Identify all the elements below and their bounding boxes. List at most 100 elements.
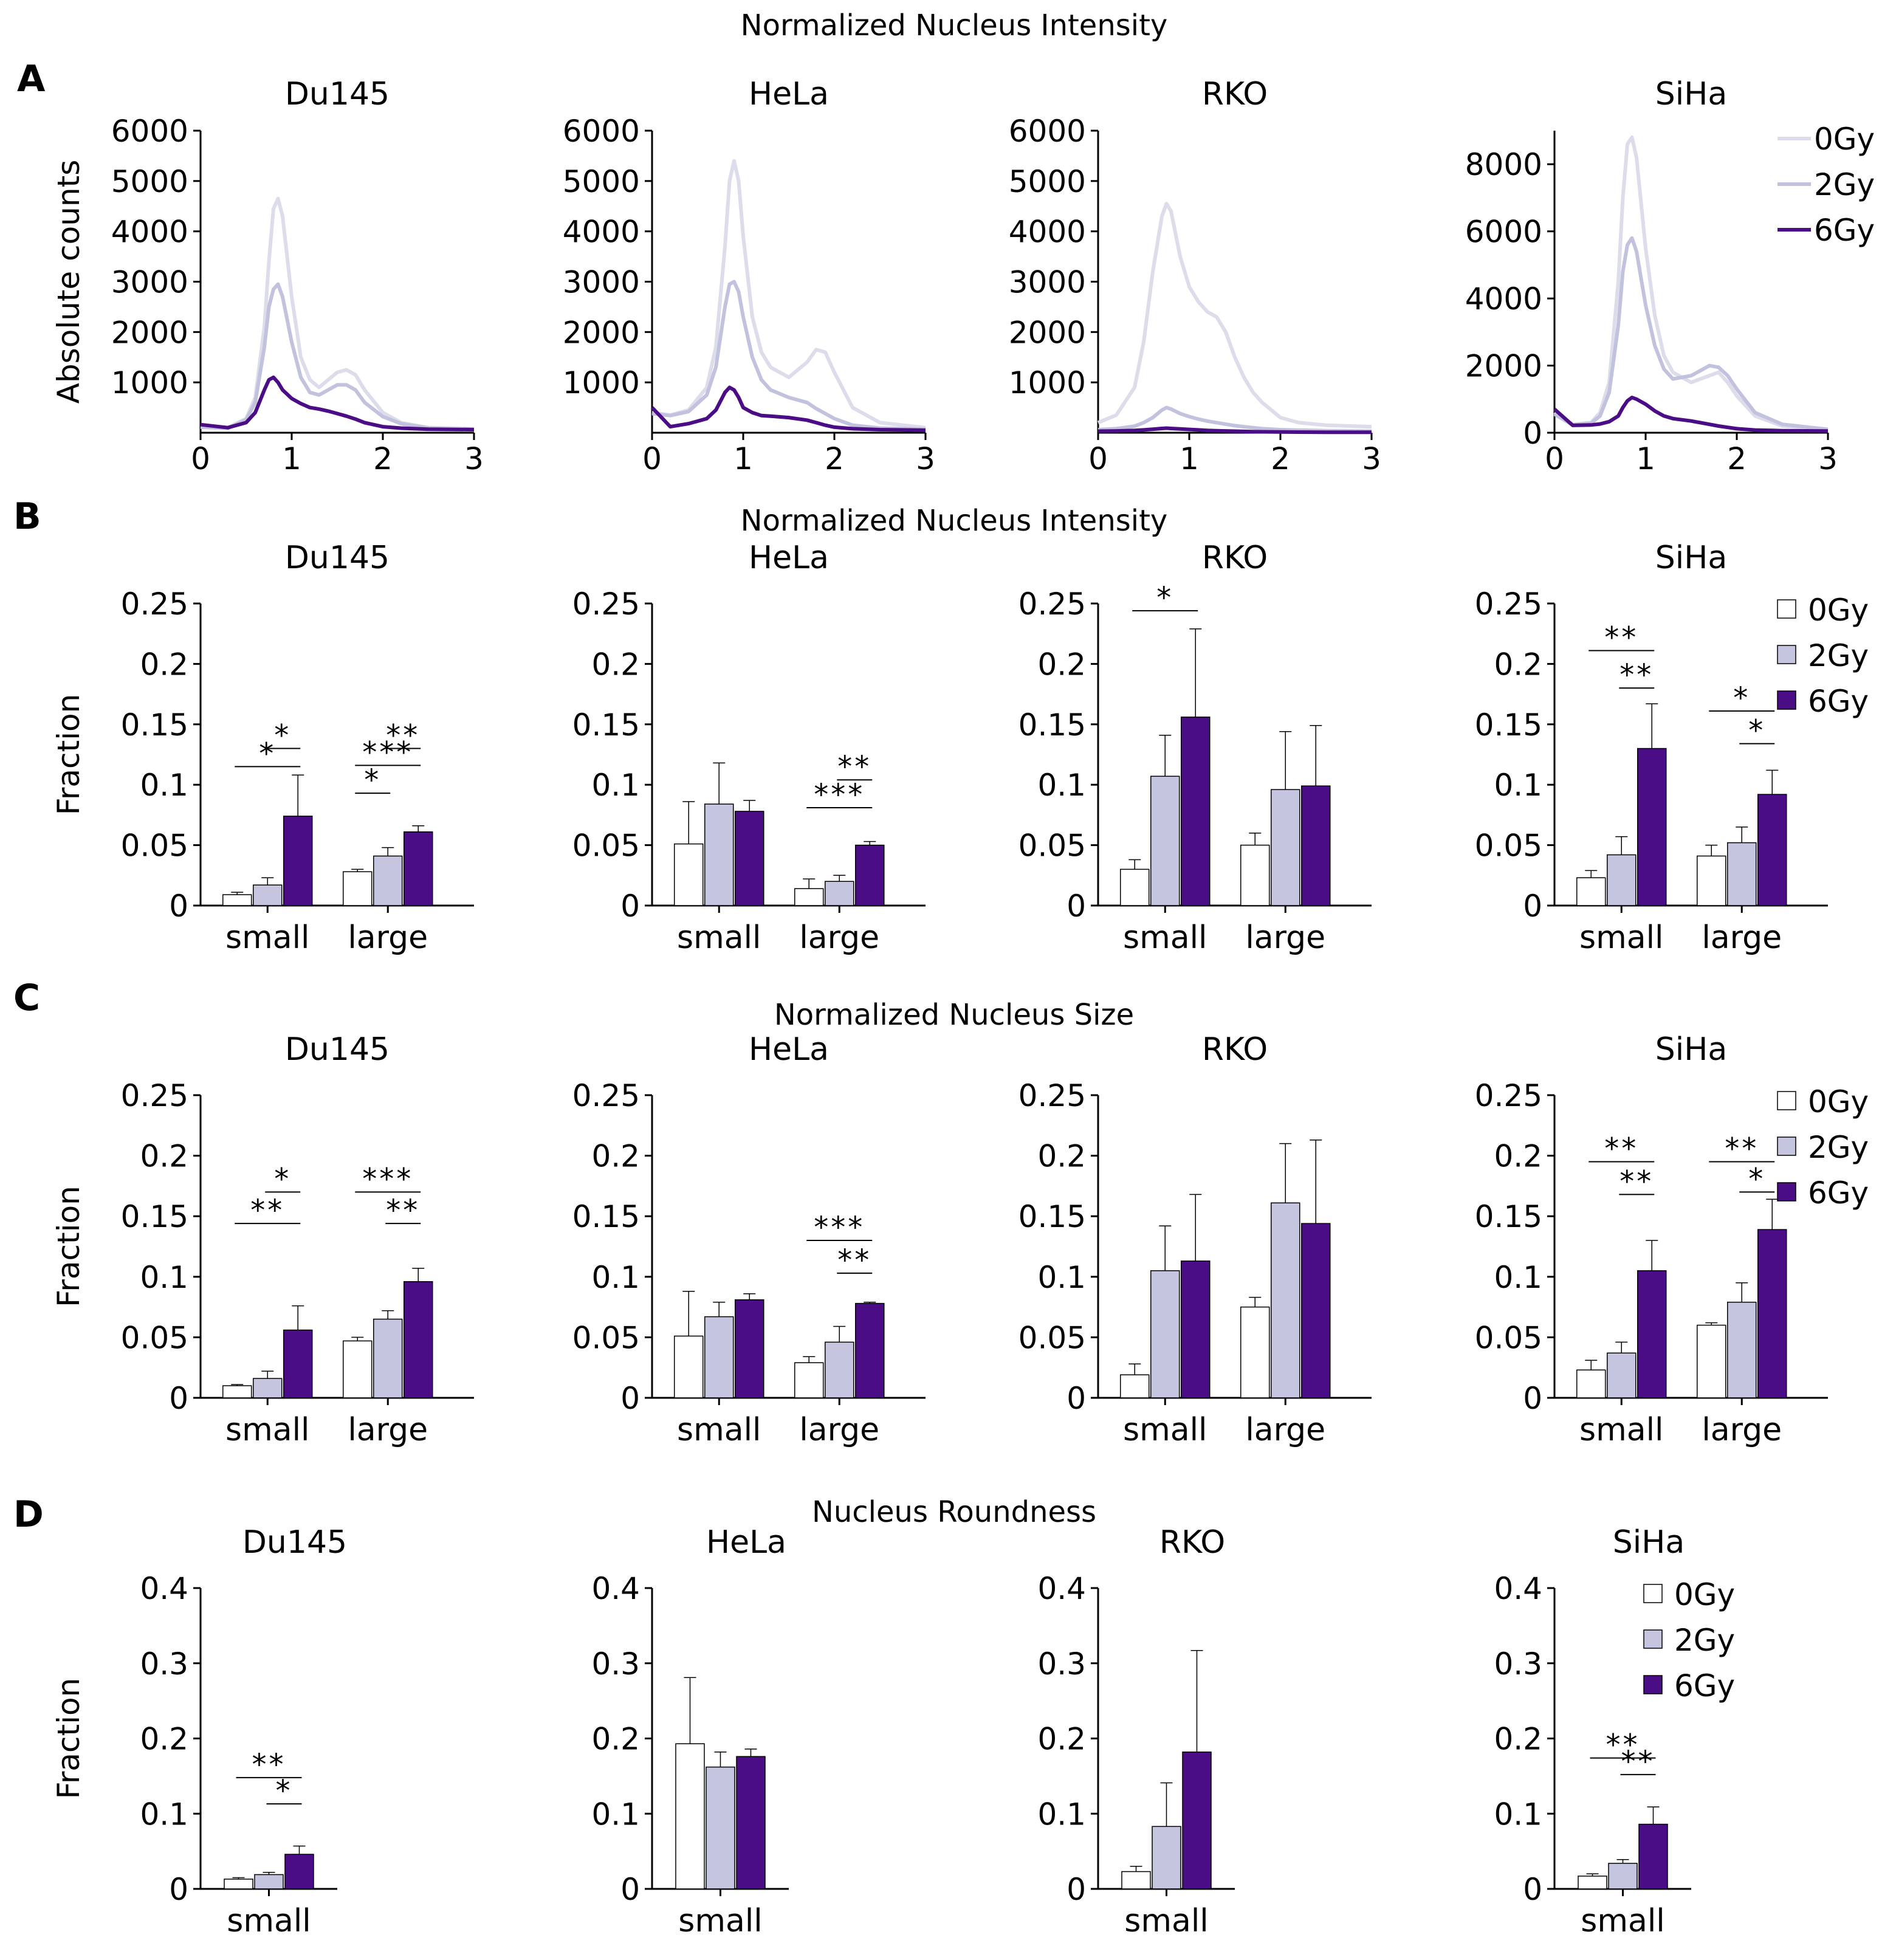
panel-c-siha-ytick-label: 0 [1523, 1381, 1542, 1416]
panel-c-rko-ytick-label: 0.15 [1018, 1199, 1086, 1234]
panel-a-rko-ytick-label: 5000 [1009, 164, 1086, 199]
legend-swatch-6gy [1643, 1675, 1663, 1694]
legend-label-6gy: 6Gy [1808, 1175, 1869, 1211]
panel-c-hela-sig-label: *** [814, 1211, 865, 1245]
panel-a-hela-plot: HeLa 1000 2000 3000 4000 5000 6000 0 1 2 3 [563, 76, 935, 476]
panel-d-siha-ytick-label: 0.4 [1494, 1571, 1542, 1606]
panel-c-du145-bar-small-6gy [283, 1329, 313, 1398]
legend-label-6gy: 6Gy [1674, 1668, 1735, 1704]
panel-c-hela-ytick-label: 0.15 [572, 1199, 640, 1234]
panel-b-rko-bar-small-0gy [1120, 868, 1150, 906]
panel-a-rko-series-0gy [1097, 202, 1372, 429]
panel-b-hela-bar-large-6gy [855, 844, 885, 906]
panel-b-du145-ytick-label: 0 [169, 889, 188, 924]
panel-c-rko-title: RKO [1202, 1031, 1268, 1068]
panel-d-hela-bar-small-6gy [736, 1756, 766, 1890]
panel-b-rko-xtick-label-small: small [1123, 920, 1207, 956]
panel-b-du145-title: Du145 [285, 540, 390, 576]
panel-d-siha-ytick-label: 0.1 [1494, 1797, 1542, 1832]
panel-b-du145-bar-large-2gy [373, 855, 403, 906]
panel-c-rko-bar-small-2gy [1150, 1270, 1180, 1398]
panel-c-du145-plot: Du145 0 0.05 0.1 0.15 0.2 0.25 Fraction small lar… [51, 1031, 474, 1448]
legend-label-2gy: 2Gy [1808, 1130, 1869, 1165]
panel-a-hela-ytick-label: 3000 [563, 265, 640, 300]
panel-a-hela-xtick-label: 1 [733, 441, 753, 476]
panel-c-siha-ytick-label: 0.05 [1475, 1320, 1542, 1355]
legend-panel-d: 0Gy 2Gy 6Gy [1643, 1577, 1735, 1704]
panel-c-rko-bar-large-0gy [1240, 1306, 1270, 1398]
panel-b-rko-bar-large-6gy [1301, 785, 1331, 906]
panel-c-du145-bar-small-0gy [222, 1385, 252, 1398]
panel-a-du145-series-6gy [200, 375, 475, 432]
panel-c-du145-ytick-label: 0.25 [121, 1078, 188, 1113]
panel-a-rko-xtick-label: 0 [1088, 441, 1108, 476]
legend-swatch-0gy [1643, 1584, 1663, 1603]
panel-c-hela-ytick-label: 0.25 [572, 1078, 640, 1113]
legend-swatch-6gy [1777, 1182, 1796, 1202]
legend-swatch-2gy [1777, 1136, 1796, 1156]
panel-a-du145-xtick-label: 2 [373, 441, 393, 476]
panel-d-du145-ylabel: Fraction [51, 1678, 86, 1800]
panel-c-du145-xtick-label-small: small [225, 1412, 310, 1448]
panel-b-rko-bar-small-6gy [1181, 717, 1211, 906]
panel-a-siha-xtick-label: 3 [1818, 441, 1838, 476]
panel-b-du145-ytick-label: 0.15 [121, 707, 188, 743]
panel-a-du145-xtick-label: 3 [464, 441, 484, 476]
panel-b-hela-ytick-label: 0 [620, 889, 640, 924]
panel-d-rko-ytick-label: 0.1 [1037, 1797, 1086, 1832]
panel-c-rko-plot: RKO 0 0.05 0.1 0.15 0.2 0.25 small large [1018, 1031, 1372, 1448]
panel-a-hela-ytick-label: 2000 [563, 315, 640, 350]
panel-d-hela-bar-small-2gy [706, 1766, 735, 1890]
panel-a-du145-ytick-label: 2000 [111, 315, 188, 350]
legend-label-2gy: 2Gy [1814, 167, 1875, 202]
panel-a-rko-ytick-label: 3000 [1009, 265, 1086, 300]
panel-a-du145-xtick-label: 0 [191, 441, 210, 476]
panel-c-siha-bar-small-0gy [1576, 1369, 1606, 1398]
panel-a-siha-series-2gy [1553, 236, 1829, 432]
panel-c-hela-sig-label: ** [837, 1243, 871, 1277]
panel-c-siha-sig-label: ** [1725, 1132, 1759, 1166]
panel-b-rko-ytick-label: 0.1 [1037, 768, 1086, 803]
panel-c-hela-bar-small-6gy [735, 1299, 764, 1398]
panel-b-rko-ytick-label: 0.25 [1018, 586, 1086, 622]
panel-d-du145-plot: Du145 0 0.1 0.2 0.3 0.4 Fraction small *** [51, 1524, 347, 1939]
panel-letter-d: D [13, 1493, 44, 1536]
legend-panel-b: 0Gy 2Gy 6Gy [1777, 593, 1869, 719]
panel-c-siha-ytick-label: 0.15 [1475, 1199, 1542, 1234]
panel-c-siha-ytick-label: 0.25 [1475, 1078, 1542, 1113]
panel-b-du145-bar-large-0gy [343, 871, 373, 906]
panel-d-rko-ytick-label: 0.2 [1037, 1722, 1086, 1757]
panel-a-du145-ytick-label: 6000 [111, 114, 188, 149]
panel-d-rko-ytick-label: 0 [1066, 1872, 1086, 1907]
panel-c-du145-xtick-label-large: large [348, 1412, 428, 1448]
panel-d-rko-bar-small-0gy [1121, 1871, 1151, 1890]
panel-d-rko-bar-small-2gy [1152, 1826, 1181, 1890]
panel-d-siha-bar-small-2gy [1608, 1863, 1638, 1890]
panel-b-rko-title: RKO [1202, 540, 1268, 576]
panel-a-siha-ytick-label: 2000 [1465, 349, 1542, 384]
panel-b-hela-bar-large-2gy [825, 881, 854, 906]
panel-b-rko-ytick-label: 0 [1066, 889, 1086, 924]
panel-a-siha-ytick-label: 0 [1523, 416, 1542, 451]
panel-d-siha-title: SiHa [1613, 1524, 1685, 1561]
panel-a-rko-ytick-label: 1000 [1009, 365, 1086, 401]
panel-b-siha-sig-label: ** [1604, 621, 1638, 655]
panel-b-siha-bar-small-0gy [1576, 877, 1606, 906]
panel-d-hela-ytick-label: 0.4 [591, 1571, 640, 1606]
panel-b-hela-bar-large-0gy [794, 888, 824, 906]
panel-a-hela-xtick-label: 3 [916, 441, 935, 476]
panel-c-siha-bar-small-2gy [1607, 1352, 1637, 1398]
panel-c-hela-title: HeLa [749, 1031, 829, 1068]
panel-d-siha-sig-label: ** [1621, 1745, 1655, 1779]
panel-a-rko-ytick-label: 2000 [1009, 315, 1086, 350]
legend-label-0gy: 0Gy [1814, 122, 1875, 157]
panel-c-du145-bar-small-2gy [253, 1378, 283, 1398]
panel-c-siha-title: SiHa [1655, 1031, 1727, 1068]
panel-b-hela-plot: HeLa 0 0.05 0.1 0.15 0.2 0.25 small large ***** [572, 540, 926, 956]
panel-b-du145-sig-label: ** [386, 719, 420, 753]
panel-a-rko-series-2gy [1097, 405, 1372, 433]
panel-a-siha-xtick-label: 2 [1727, 441, 1747, 476]
panel-b-siha-ytick-label: 0.1 [1494, 768, 1542, 803]
